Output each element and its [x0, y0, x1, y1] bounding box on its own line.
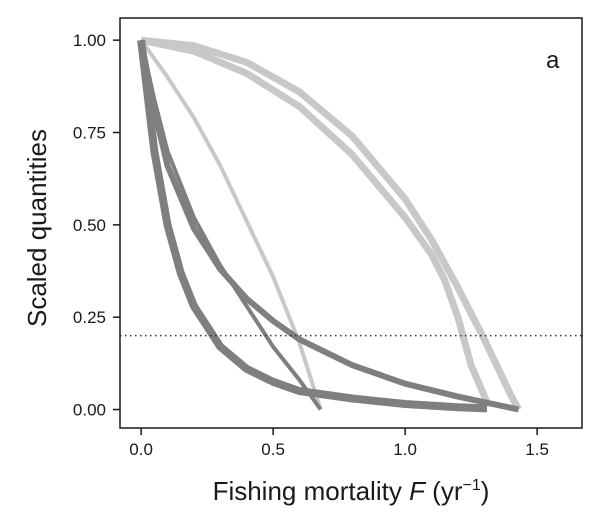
x-tick-label: 1.0	[393, 440, 417, 459]
x-axis-title-prefix: Fishing mortality	[213, 476, 410, 506]
x-tick-label: 0.5	[261, 440, 285, 459]
y-tick-label: 1.00	[73, 31, 106, 50]
x-axis-title-unit-open: (yr	[425, 476, 463, 506]
panel-label: a	[546, 47, 560, 74]
y-tick-label: 0.50	[73, 216, 106, 235]
series-line-3	[139, 39, 323, 411]
y-axis-title: Scaled quantities	[22, 129, 52, 327]
x-axis-title: Fishing mortality F (yr−1)	[213, 476, 490, 506]
x-axis-title-unit-close: )	[481, 476, 490, 506]
series-line-5	[138, 39, 520, 413]
y-tick-label: 0.75	[73, 124, 106, 143]
series-line-6	[139, 39, 323, 411]
x-axis-title-unit-sup: −1	[463, 477, 481, 494]
y-tick-label: 0.00	[73, 401, 106, 420]
series-layer	[137, 36, 522, 413]
x-tick-label: 1.5	[525, 440, 549, 459]
series-line-4	[137, 39, 488, 413]
y-axis: 0.00 0.25 0.50 0.75 1.00	[73, 31, 120, 420]
x-axis-title-symbol: F	[409, 476, 427, 506]
series-line-1	[140, 36, 522, 412]
x-axis: 0.0 0.5 1.0 1.5	[129, 428, 549, 459]
y-tick-label: 0.25	[73, 308, 106, 327]
series-line-2	[140, 36, 491, 404]
x-tick-label: 0.0	[129, 440, 153, 459]
